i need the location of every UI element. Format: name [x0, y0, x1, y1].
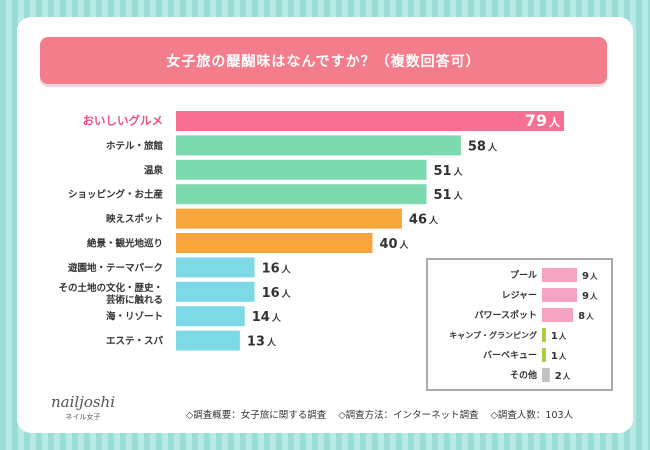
inset-value-label: 1人 — [551, 351, 567, 362]
inset-category-label: キャンプ・グランピング — [449, 330, 537, 340]
inset-bar-0 — [542, 268, 577, 282]
inset-category-label: パワースポット — [474, 309, 537, 321]
inset-value-label: 9人 — [582, 291, 598, 302]
bar-1 — [176, 135, 461, 156]
survey-summary: ◇調査概要：女子旅に関する調査 — [186, 410, 327, 421]
value-label: 14 人 — [252, 310, 282, 325]
value-label: 46 人 — [409, 213, 439, 228]
category-label: ショッピング・お土産 — [68, 189, 164, 201]
brand-logo: nailjoshi ネイル女子 — [38, 393, 128, 422]
value-label: 40 人 — [379, 237, 409, 252]
bar-7 — [176, 281, 255, 302]
inset-category-label: レジャー — [501, 290, 537, 301]
value-label: 58 人 — [468, 139, 498, 154]
value-label: 51 人 — [433, 164, 463, 179]
inset-value-label: 9人 — [582, 271, 598, 282]
category-label: エステ・スパ — [106, 335, 164, 347]
bar-0 — [176, 111, 564, 131]
logo-text: nailjoshi — [50, 393, 116, 411]
survey-method: ◇調査方法：インターネット調査 — [338, 410, 479, 421]
bar-8 — [176, 306, 245, 327]
inset-bar-5 — [542, 368, 550, 382]
category-label: 映えスポット — [106, 213, 163, 225]
survey-respondents: ◇調査人数：103人 — [490, 410, 574, 421]
category-label: 温泉 — [144, 164, 164, 176]
bar-6 — [176, 257, 255, 278]
inset-bar-3 — [542, 328, 546, 342]
chart-title: 女子旅の醍醐味はなんですか？（複数回答可） — [40, 37, 607, 84]
inset-bar-4 — [542, 348, 546, 362]
category-label: おいしいグルメ — [83, 114, 164, 128]
inset-value-label: 1人 — [551, 331, 567, 342]
bar-9 — [176, 330, 240, 351]
category-label: 絶景・観光地巡り — [87, 238, 163, 250]
inset-bar-1 — [542, 288, 577, 302]
inset-bar-2 — [542, 308, 574, 322]
bar-5 — [176, 233, 373, 253]
other-answers-box: プール 9人 レジャー 9人 パワースポット 8人 キャンプ・グランピング 1人 バーベキュー 1… — [426, 258, 613, 391]
value-label: 16 人 — [262, 286, 292, 301]
category-label: 遊園地・テーマパーク — [68, 262, 163, 274]
inset-category-label: プール — [510, 269, 537, 281]
inset-value-label: 8人 — [578, 311, 594, 322]
bar-4 — [176, 208, 402, 229]
value-label: 13 人 — [247, 335, 277, 350]
survey-footer: ◇調査概要：女子旅に関する調査 ◇調査方法：インターネット調査 ◇調査人数：10… — [186, 407, 626, 421]
value-label: 51 人 — [433, 188, 463, 203]
bar-3 — [176, 184, 427, 205]
category-label: 海・リゾート — [106, 311, 163, 323]
inset-category-label: バーベキュー — [483, 350, 537, 361]
inset-category-label: その他 — [510, 369, 537, 381]
inset-value-label: 2人 — [555, 371, 571, 382]
value-label: 79 人 — [525, 111, 561, 130]
category-label: ホテル・旅館 — [106, 140, 164, 152]
logo-subtext: ネイル女子 — [65, 413, 101, 421]
value-label: 16 人 — [262, 261, 292, 276]
category-label: その土地の文化・歴史・芸術に触れる — [58, 282, 163, 306]
bar-2 — [176, 159, 427, 180]
